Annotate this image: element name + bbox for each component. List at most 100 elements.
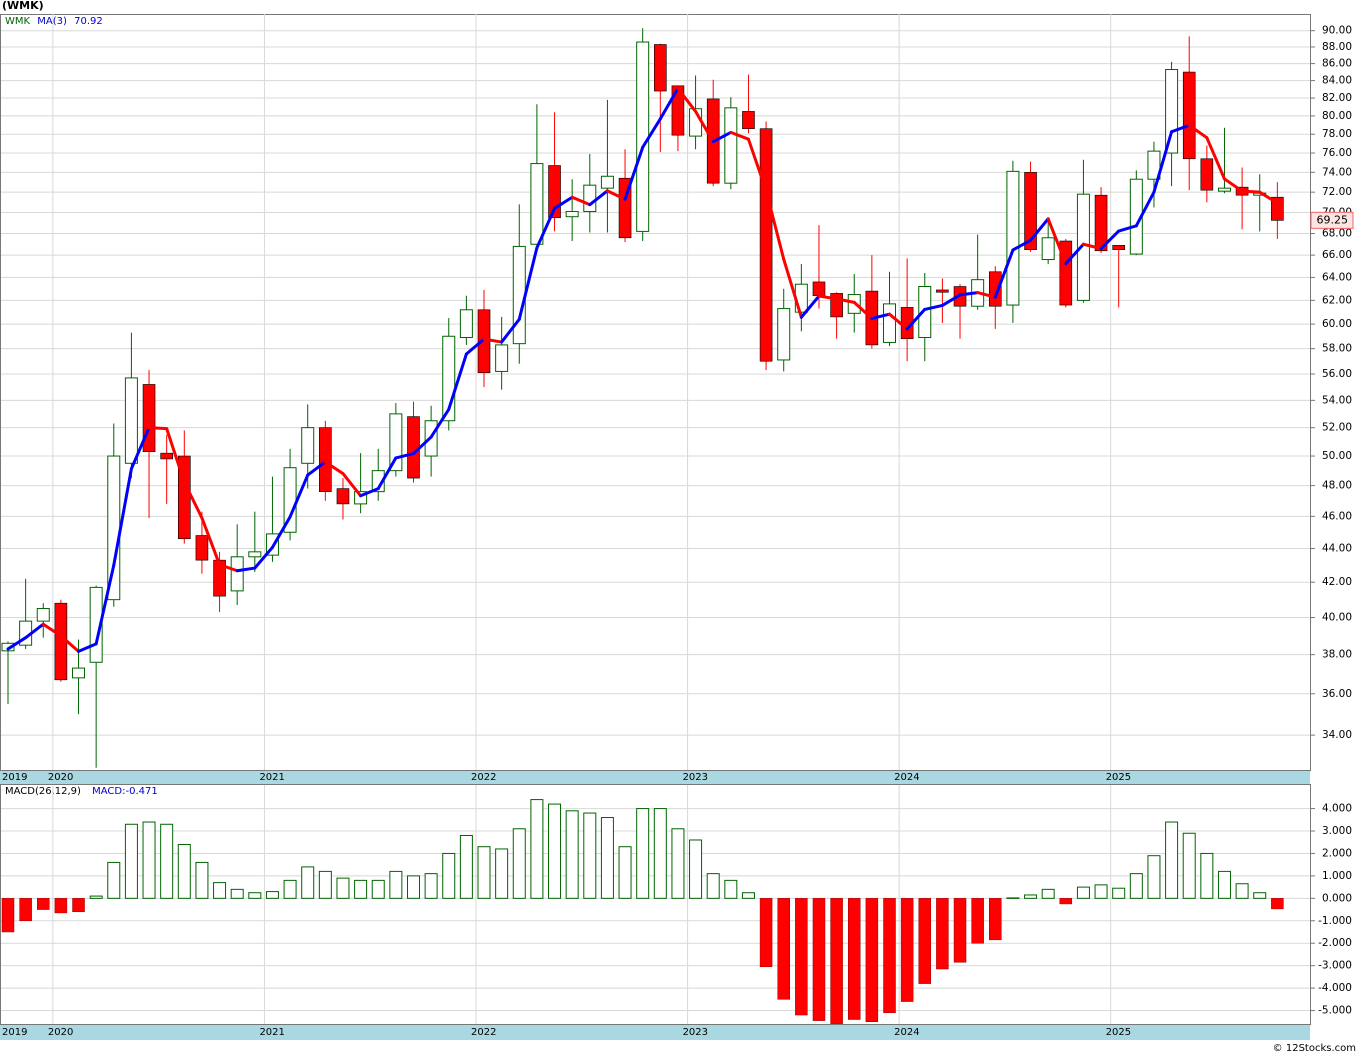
y-tick-label: 4.000: [1322, 803, 1352, 815]
time-strip: [0, 1024, 1310, 1040]
last-price: 69.25: [1317, 213, 1349, 226]
ma-line: [200, 516, 222, 567]
macd-name: MACD(26,12,9): [5, 786, 81, 797]
candle-body: [248, 551, 262, 558]
ma-line: [447, 352, 468, 411]
ma-line: [817, 294, 839, 301]
ma-line: [870, 312, 891, 320]
candle-body: [812, 281, 826, 297]
macd-bar: [1200, 852, 1214, 899]
candle-body: [160, 452, 173, 460]
ma-line: [852, 300, 874, 320]
y-tick-label: -3.000: [1318, 960, 1352, 972]
candle-body: [1112, 245, 1125, 250]
ma-line: [1222, 177, 1244, 193]
macd-bar: [777, 898, 790, 1000]
y-tick-label: 88.00: [1322, 41, 1352, 53]
ma-line: [1152, 130, 1174, 194]
ma-line: [1187, 123, 1209, 140]
macd-bar: [142, 821, 156, 899]
macd-bar: [1253, 892, 1267, 899]
x-tick-label: 2022: [471, 1027, 496, 1038]
macd-bar: [812, 898, 826, 1021]
macd-bar: [1112, 887, 1126, 899]
macd-bar: [883, 898, 896, 1014]
candle-body: [759, 128, 773, 362]
macd-bar: [671, 828, 685, 899]
ma-line: [517, 246, 539, 321]
ma-line: [570, 195, 592, 207]
x-tick-label: 2025: [1106, 772, 1131, 783]
y-tick-label: 76.00: [1322, 147, 1352, 159]
candle-body: [548, 165, 561, 219]
candle-body: [936, 289, 949, 293]
y-tick-label: 34.00: [1322, 729, 1352, 741]
ma-line: [482, 337, 504, 344]
ma-line: [1117, 224, 1138, 233]
plot-area: [1, 14, 1310, 770]
ma-line: [1011, 238, 1033, 252]
candle-body: [1217, 187, 1231, 192]
ma-line: [553, 195, 574, 210]
y-tick-label: 56.00: [1322, 368, 1352, 380]
macd-bar: [477, 846, 491, 899]
candle-body: [1182, 71, 1196, 160]
x-tick-label: 2020: [48, 1027, 73, 1038]
macd-bar: [72, 898, 85, 913]
candle-body: [636, 41, 650, 232]
macd-bar: [1271, 898, 1284, 910]
x-tick-label: 2022: [471, 772, 496, 783]
macd-bar: [1217, 870, 1231, 899]
ma-line: [641, 117, 662, 149]
y-tick-label: 46.00: [1322, 510, 1352, 522]
x-tick-label: 2023: [683, 1027, 708, 1038]
ma-line: [59, 634, 81, 653]
macd-bar: [406, 875, 420, 899]
x-tick-label: 2019: [2, 772, 27, 783]
ma-line: [940, 293, 962, 307]
candle-body: [1024, 172, 1037, 250]
ma-line: [24, 622, 45, 640]
ma-line: [394, 452, 415, 460]
macd-bar: [1041, 888, 1055, 899]
macd-bar: [548, 803, 562, 899]
macd-bar: [618, 846, 632, 899]
macd-bar: [1094, 884, 1108, 899]
ma-line: [1029, 217, 1050, 242]
x-tick-label: 2024: [894, 772, 919, 783]
macd-bar: [900, 898, 914, 1002]
ma-line: [235, 566, 257, 573]
macd-bar: [354, 879, 368, 899]
y-tick-label: 66.00: [1322, 249, 1352, 261]
candle-body: [600, 175, 614, 189]
macd-bar: [265, 891, 279, 899]
ma-line: [1205, 136, 1226, 181]
x-tick-label: 2021: [259, 1027, 284, 1038]
ma-line: [323, 460, 345, 476]
macd-legend: MACD(26,12,9) MACD:-0.471: [5, 786, 158, 797]
x-tick-label: 2023: [683, 772, 708, 783]
y-tick-label: -4.000: [1318, 982, 1352, 994]
macd-bar: [1165, 821, 1179, 899]
last-price-box: [1310, 211, 1354, 229]
ma-line: [711, 130, 733, 144]
macd-bar: [442, 852, 456, 899]
ma-line: [6, 636, 28, 651]
macd-bar: [1, 898, 15, 933]
y-tick-label: 80.00: [1322, 110, 1352, 122]
ma-line: [359, 487, 380, 498]
macd-bar: [653, 808, 667, 899]
macd-bar: [830, 898, 843, 1024]
macd-value-name: MACD:: [92, 786, 125, 797]
candle-body: [319, 427, 332, 492]
ma-line: [764, 188, 786, 261]
ma-line: [306, 460, 327, 477]
ma-line: [623, 145, 645, 201]
y-tick-label: -5.000: [1318, 1005, 1352, 1017]
candle-body: [742, 111, 755, 129]
candle-body: [142, 384, 156, 453]
ma-line: [1064, 242, 1085, 266]
ma-line: [835, 297, 856, 304]
footer: © 12Stocks.com: [1273, 1043, 1356, 1054]
ma-line: [464, 337, 486, 356]
